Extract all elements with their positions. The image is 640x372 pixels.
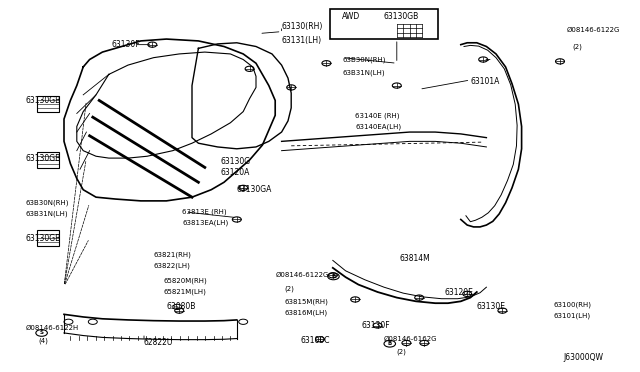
Text: 63130GB: 63130GB [26,96,61,105]
Text: 62822U: 62822U [144,338,173,347]
Text: J63000QW: J63000QW [563,353,604,362]
Text: 65821M(LH): 65821M(LH) [163,289,206,295]
Text: S: S [40,330,44,336]
Text: 63100(RH): 63100(RH) [554,302,591,308]
Text: 63130GA: 63130GA [237,185,272,194]
Text: Ø08146-6122G: Ø08146-6122G [275,272,328,278]
Text: 63080B: 63080B [166,302,196,311]
Text: 63130F: 63130F [112,40,141,49]
Text: B: B [388,341,392,346]
Text: B: B [332,274,335,279]
Text: 63813E (RH): 63813E (RH) [182,209,227,215]
Bar [330,9,438,39]
Text: 63120A: 63120A [221,169,250,177]
Text: 63822(LH): 63822(LH) [154,263,191,269]
Text: 63130F: 63130F [362,321,390,330]
Text: 63130E: 63130E [477,302,506,311]
Text: AWD: AWD [342,12,361,21]
Text: (4): (4) [38,337,48,344]
Text: (2): (2) [397,348,406,355]
Text: 63131(LH): 63131(LH) [282,36,322,45]
Text: (2): (2) [573,43,582,50]
Text: 63B30N(RH): 63B30N(RH) [342,56,386,63]
Text: Ø08146-6122H: Ø08146-6122H [26,324,79,330]
Text: Ø08146-6122G: Ø08146-6122G [566,27,620,33]
Text: 63120E: 63120E [445,288,474,296]
Text: 63130GB: 63130GB [26,234,61,243]
Text: 63130GB: 63130GB [26,154,61,163]
Text: 63130G: 63130G [221,157,251,166]
Text: 63100C: 63100C [301,336,330,345]
Text: 63813EA(LH): 63813EA(LH) [182,220,228,227]
Text: 63815M(RH): 63815M(RH) [285,298,329,305]
Text: 63B31N(LH): 63B31N(LH) [26,211,68,217]
Text: 63130(RH): 63130(RH) [282,22,323,31]
Text: 63814M: 63814M [400,254,431,263]
Text: (2): (2) [285,285,294,292]
Text: 65820M(RH): 65820M(RH) [163,278,207,284]
Text: 63B31N(LH): 63B31N(LH) [342,69,385,76]
Bar [36,152,60,168]
Bar [36,230,60,246]
Text: 63140EA(LH): 63140EA(LH) [355,123,401,130]
Text: 63101A: 63101A [470,77,500,86]
Text: 63101(LH): 63101(LH) [554,313,591,320]
Text: Ø08146-6162G: Ø08146-6162G [384,336,438,341]
Text: 63B30N(RH): 63B30N(RH) [26,199,69,206]
Text: 63816M(LH): 63816M(LH) [285,309,328,316]
Text: 63130GB: 63130GB [384,12,419,21]
Bar [36,96,60,112]
Text: 63140E (RH): 63140E (RH) [355,112,400,119]
Text: 63821(RH): 63821(RH) [154,251,191,258]
